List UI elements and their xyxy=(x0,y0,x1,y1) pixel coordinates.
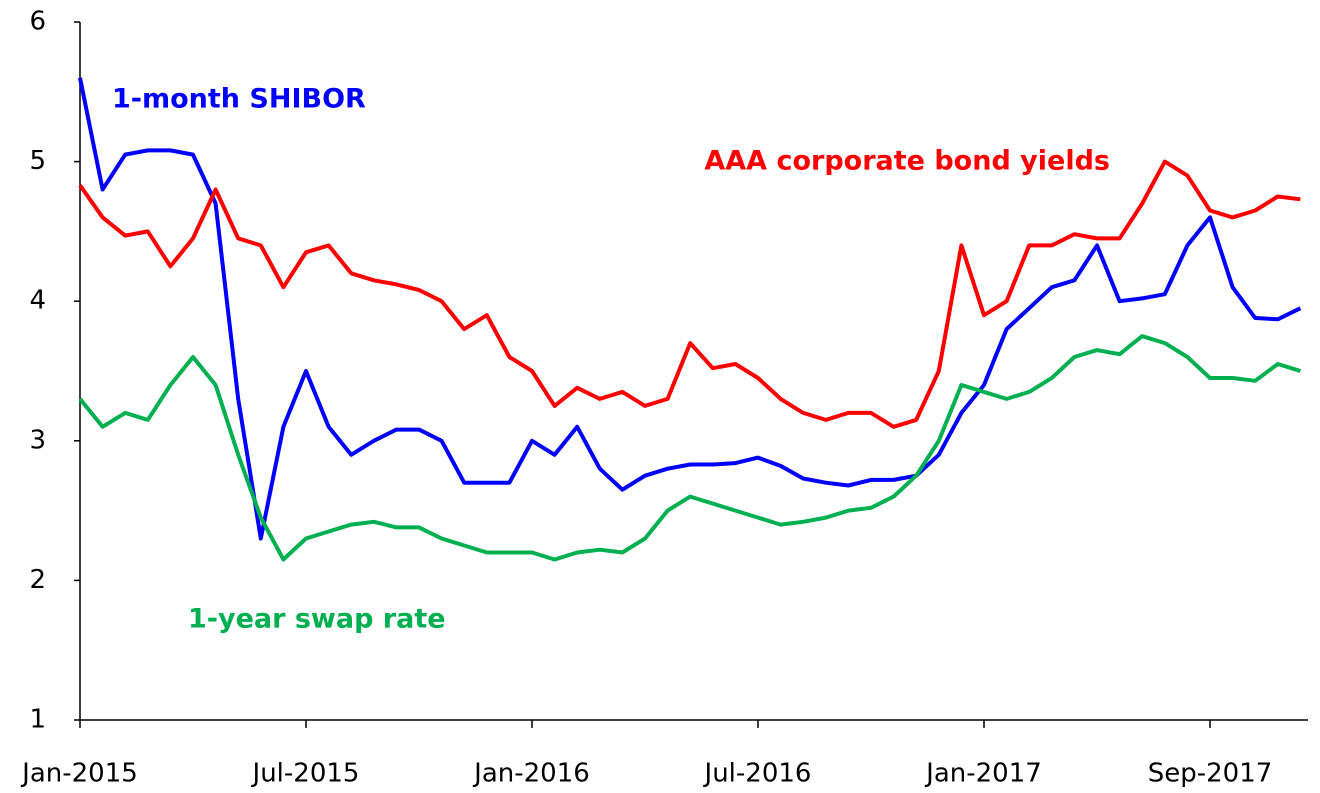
y-tick-label: 5 xyxy=(29,146,46,176)
series-label: 1-month SHIBOR xyxy=(112,84,366,115)
x-tick-label: Jan-2015 xyxy=(20,759,138,789)
x-tick-label: Jan-2016 xyxy=(472,759,590,789)
x-tick-label: Jul-2015 xyxy=(251,759,360,789)
series-label: 1-year swap rate xyxy=(188,604,446,635)
series-label: AAA corporate bond yields xyxy=(704,146,1110,177)
series-line xyxy=(78,159,1301,429)
y-tick-label: 3 xyxy=(29,425,46,455)
series-line xyxy=(78,77,1302,541)
y-tick-label: 6 xyxy=(29,7,46,37)
y-tick-label: 4 xyxy=(29,286,46,316)
y-tick-label: 1 xyxy=(29,705,46,735)
x-tick-label: Jan-2017 xyxy=(924,759,1042,789)
y-tick-label: 2 xyxy=(29,565,46,595)
series-line xyxy=(78,334,1301,562)
x-tick-label: Sep-2017 xyxy=(1148,759,1273,789)
x-tick-label: Jul-2016 xyxy=(703,759,812,789)
